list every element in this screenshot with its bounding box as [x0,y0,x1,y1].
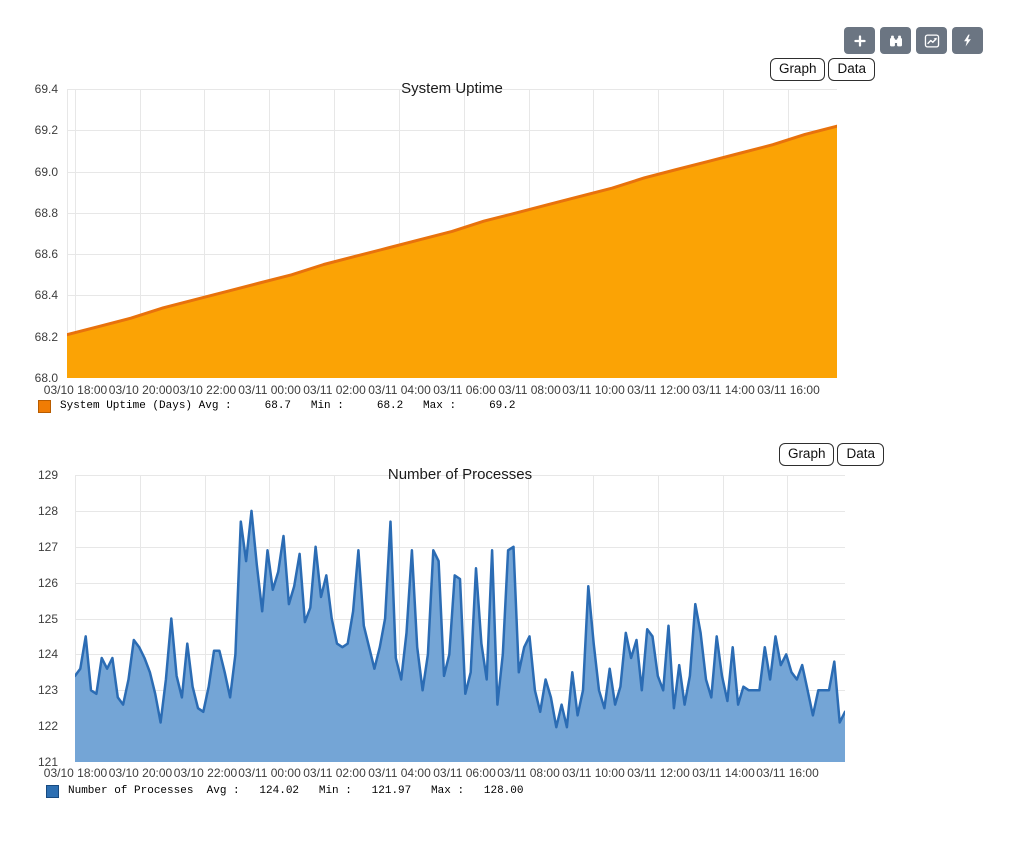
processes-tab-bar: Graph Data [778,443,884,466]
x-tick-label: 03/11 14:00 [692,766,755,780]
tab-graph-uptime[interactable]: Graph [769,58,826,81]
x-tick-label: 03/11 10:00 [562,383,625,397]
chart-button[interactable] [916,27,947,54]
search-button[interactable] [880,27,911,54]
bolt-icon [964,34,971,47]
x-tick-label: 03/11 12:00 [627,383,690,397]
y-tick-label: 68.2 [34,329,58,344]
uptime-x-axis-labels: 03/10 18:00 03/10 20:00 03/10 22:00 03/11 0… [44,383,837,397]
y-tick-label: 122 [37,719,58,734]
area-line [65,124,839,337]
x-tick-label: 03/11 16:00 [757,383,820,397]
processes-chart-title: Number of Processes [387,466,533,483]
x-tick-label: 03/11 14:00 [692,383,755,397]
plot-svg [65,89,839,379]
x-tick-label: 03/10 20:00 [108,383,173,397]
x-tick-label: 03/10 22:00 [173,766,238,780]
uptime-plot-area [65,89,839,379]
plus-icon [853,34,866,47]
y-tick-label: 124 [37,647,58,662]
uptime-tab-bar: Graph Data [769,58,875,81]
x-tick-label: 03/11 10:00 [562,766,625,780]
y-tick-label: 127 [37,539,58,554]
x-tick-label: 03/11 06:00 [433,766,496,780]
tab-graph-processes[interactable]: Graph [778,443,835,466]
processes-y-axis-labels: 129 128 127 126 125 124 123 122 121 [0,468,58,769]
processes-plot-area [73,475,847,763]
x-tick-label: 03/11 16:00 [756,766,819,780]
plot-svg [73,475,847,763]
x-tick-label: 03/11 02:00 [303,383,366,397]
x-tick-label: 03/11 04:00 [368,383,431,397]
y-tick-label: 69.4 [34,82,58,96]
y-tick-label: 129 [37,468,58,482]
toolbar [844,27,983,54]
chart-line-icon [924,33,939,48]
y-tick-label: 68.4 [34,288,58,303]
tab-data-uptime[interactable]: Data [828,58,875,81]
x-tick-label: 03/11 00:00 [238,383,301,397]
x-tick-label: 03/10 20:00 [108,766,173,780]
uptime-legend-swatch [38,399,51,413]
y-tick-label: 121 [37,755,58,769]
uptime-legend: System Uptime (Days) Avg : 68.7 Min : 68… [38,399,515,413]
x-tick-label: 03/11 06:00 [433,383,496,397]
y-tick-label: 123 [37,683,58,698]
area-fill [75,510,845,762]
area-line [73,509,847,729]
x-tick-label: 03/10 22:00 [172,383,237,397]
x-tick-label: 03/10 18:00 [43,383,108,397]
area-fill [67,126,837,378]
binoculars-icon [889,35,902,46]
x-tick-label: 03/11 00:00 [238,766,301,780]
x-tick-label: 03/11 02:00 [303,766,366,780]
x-tick-label: 03/11 08:00 [498,383,561,397]
y-tick-label: 68.8 [34,205,58,220]
uptime-chart-title: System Uptime [401,80,503,97]
x-tick-label: 03/11 04:00 [368,766,431,780]
processes-legend: Number of Processes Avg : 124.02 Min : 1… [46,784,523,798]
bolt-button[interactable] [952,27,983,54]
processes-legend-swatch [46,784,59,798]
y-tick-label: 128 [37,503,58,518]
uptime-legend-text: System Uptime (Days) Avg : 68.7 Min : 68… [60,400,516,412]
y-tick-label: 68.6 [34,247,58,262]
y-tick-label: 126 [37,575,58,590]
y-tick-label: 69.0 [34,164,58,179]
y-tick-label: 68.0 [34,371,58,385]
x-tick-label: 03/10 18:00 [43,766,108,780]
processes-legend-text: Number of Processes Avg : 124.02 Min : 1… [68,785,524,797]
processes-x-axis-labels: 03/10 18:00 03/10 20:00 03/10 22:00 03/11 0… [44,766,845,780]
uptime-y-axis-labels: 69.4 69.2 69.0 68.8 68.6 68.4 68.2 68.0 [0,82,58,385]
add-button[interactable] [844,27,875,54]
x-tick-label: 03/11 12:00 [627,766,690,780]
x-tick-label: 03/11 08:00 [497,766,560,780]
tab-data-processes[interactable]: Data [837,443,884,466]
y-tick-label: 125 [37,611,58,626]
y-tick-label: 69.2 [34,123,58,138]
